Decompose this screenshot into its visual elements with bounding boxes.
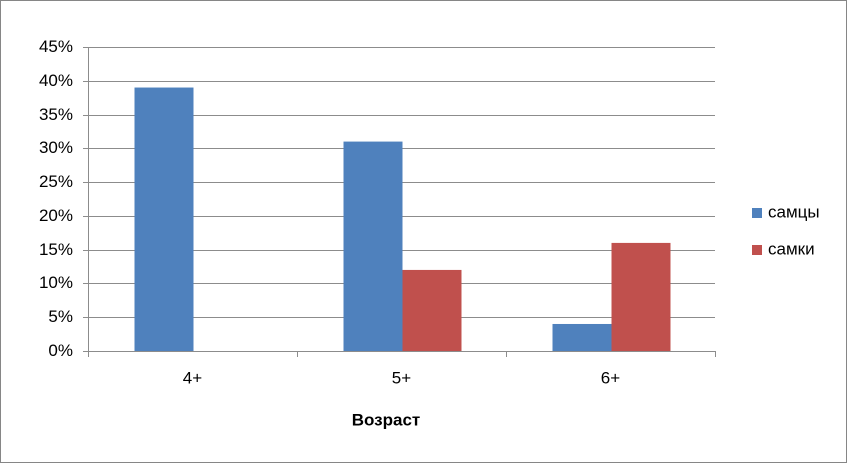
y-tick-label: 5%	[48, 307, 73, 326]
y-tick-label: 0%	[48, 341, 73, 360]
x-axis-label: Возраст	[352, 410, 421, 429]
bar	[402, 269, 462, 351]
x-tick-label: 4+	[183, 368, 202, 387]
y-tick-label: 20%	[39, 206, 73, 225]
legend-label: самцы	[768, 202, 820, 221]
bar	[552, 323, 612, 351]
bar	[611, 242, 671, 351]
y-tick-label: 45%	[39, 37, 73, 56]
y-tick-label: 15%	[39, 240, 73, 259]
y-tick-label: 10%	[39, 273, 73, 292]
y-tick-label: 25%	[39, 172, 73, 191]
legend-swatch	[752, 245, 762, 255]
legend-label: самки	[768, 239, 815, 258]
y-tick-label: 40%	[39, 71, 73, 90]
y-tick-label: 30%	[39, 138, 73, 157]
legend-swatch	[752, 208, 762, 218]
x-tick-label: 6+	[601, 368, 620, 387]
x-tick-label: 5+	[392, 368, 411, 387]
y-tick-label: 35%	[39, 105, 73, 124]
bar	[134, 87, 194, 352]
bar	[343, 141, 403, 351]
